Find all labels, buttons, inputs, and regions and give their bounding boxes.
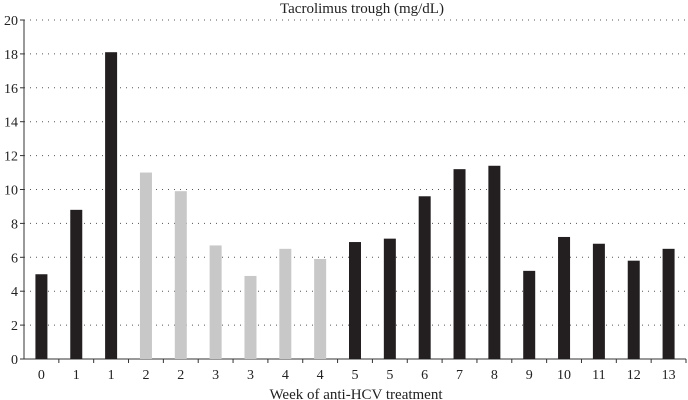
- x-tick-label: 1: [108, 368, 115, 383]
- bar: [244, 275, 257, 359]
- x-tick-label: 2: [142, 368, 149, 383]
- bar: [453, 169, 466, 359]
- y-tick-label: 20: [4, 14, 18, 29]
- bar: [662, 248, 675, 359]
- y-axis-ticks: 0 2 4 6 8 10 12 14 16 18 20: [4, 14, 24, 368]
- bar: [35, 274, 48, 359]
- bar: [279, 248, 292, 359]
- x-tick-label: 4: [282, 368, 289, 383]
- x-tick-label: 12: [627, 368, 641, 383]
- bar: [139, 172, 152, 359]
- bar: [418, 196, 431, 359]
- bar: [174, 191, 187, 359]
- chart-title: Tacrolimus trough (mg/dL): [280, 1, 444, 17]
- y-tick-label: 4: [11, 285, 18, 300]
- x-tick-label: 13: [662, 368, 676, 383]
- bar: [209, 245, 222, 359]
- x-tick-label: 3: [247, 368, 254, 383]
- y-tick-label: 14: [4, 116, 18, 131]
- x-tick-label: 5: [386, 368, 393, 383]
- x-tick-label: 1: [73, 368, 80, 383]
- x-tick-label: 2: [177, 368, 184, 383]
- x-axis-title: Week of anti-HCV treatment: [269, 387, 443, 400]
- y-tick-label: 6: [11, 251, 18, 266]
- x-tick-label: 10: [557, 368, 571, 383]
- y-tick-label: 18: [4, 48, 18, 63]
- y-tick-label: 2: [11, 319, 18, 334]
- x-tick-label: 9: [526, 368, 533, 383]
- bar: [105, 52, 118, 360]
- x-tick-label: 6: [421, 368, 428, 383]
- bar: [70, 209, 83, 359]
- x-tick-label: 5: [352, 368, 359, 383]
- bar: [488, 165, 501, 359]
- x-tick-label: 8: [491, 368, 498, 383]
- bar: [349, 242, 361, 359]
- x-axis-ticks: 0 1 1 2 2 3 3 4 4 5 5 6 7 8 9 10 11 12 13: [38, 359, 687, 383]
- y-tick-label: 16: [4, 82, 18, 97]
- x-tick-label: 0: [38, 368, 45, 383]
- y-tick-label: 10: [4, 184, 18, 199]
- bar: [314, 258, 327, 359]
- bar: [592, 243, 605, 359]
- x-tick-label: 11: [592, 368, 605, 383]
- bar: [523, 270, 536, 359]
- bar: [558, 236, 571, 359]
- x-tick-label: 7: [456, 368, 463, 383]
- bars: [35, 52, 675, 360]
- bar: [383, 238, 396, 359]
- y-tick-label: 12: [4, 150, 18, 165]
- y-tick-label: 8: [11, 217, 18, 232]
- y-tick-label: 0: [11, 353, 18, 368]
- x-tick-label: 3: [212, 368, 219, 383]
- x-tick-label: 4: [317, 368, 324, 383]
- bar: [627, 260, 640, 359]
